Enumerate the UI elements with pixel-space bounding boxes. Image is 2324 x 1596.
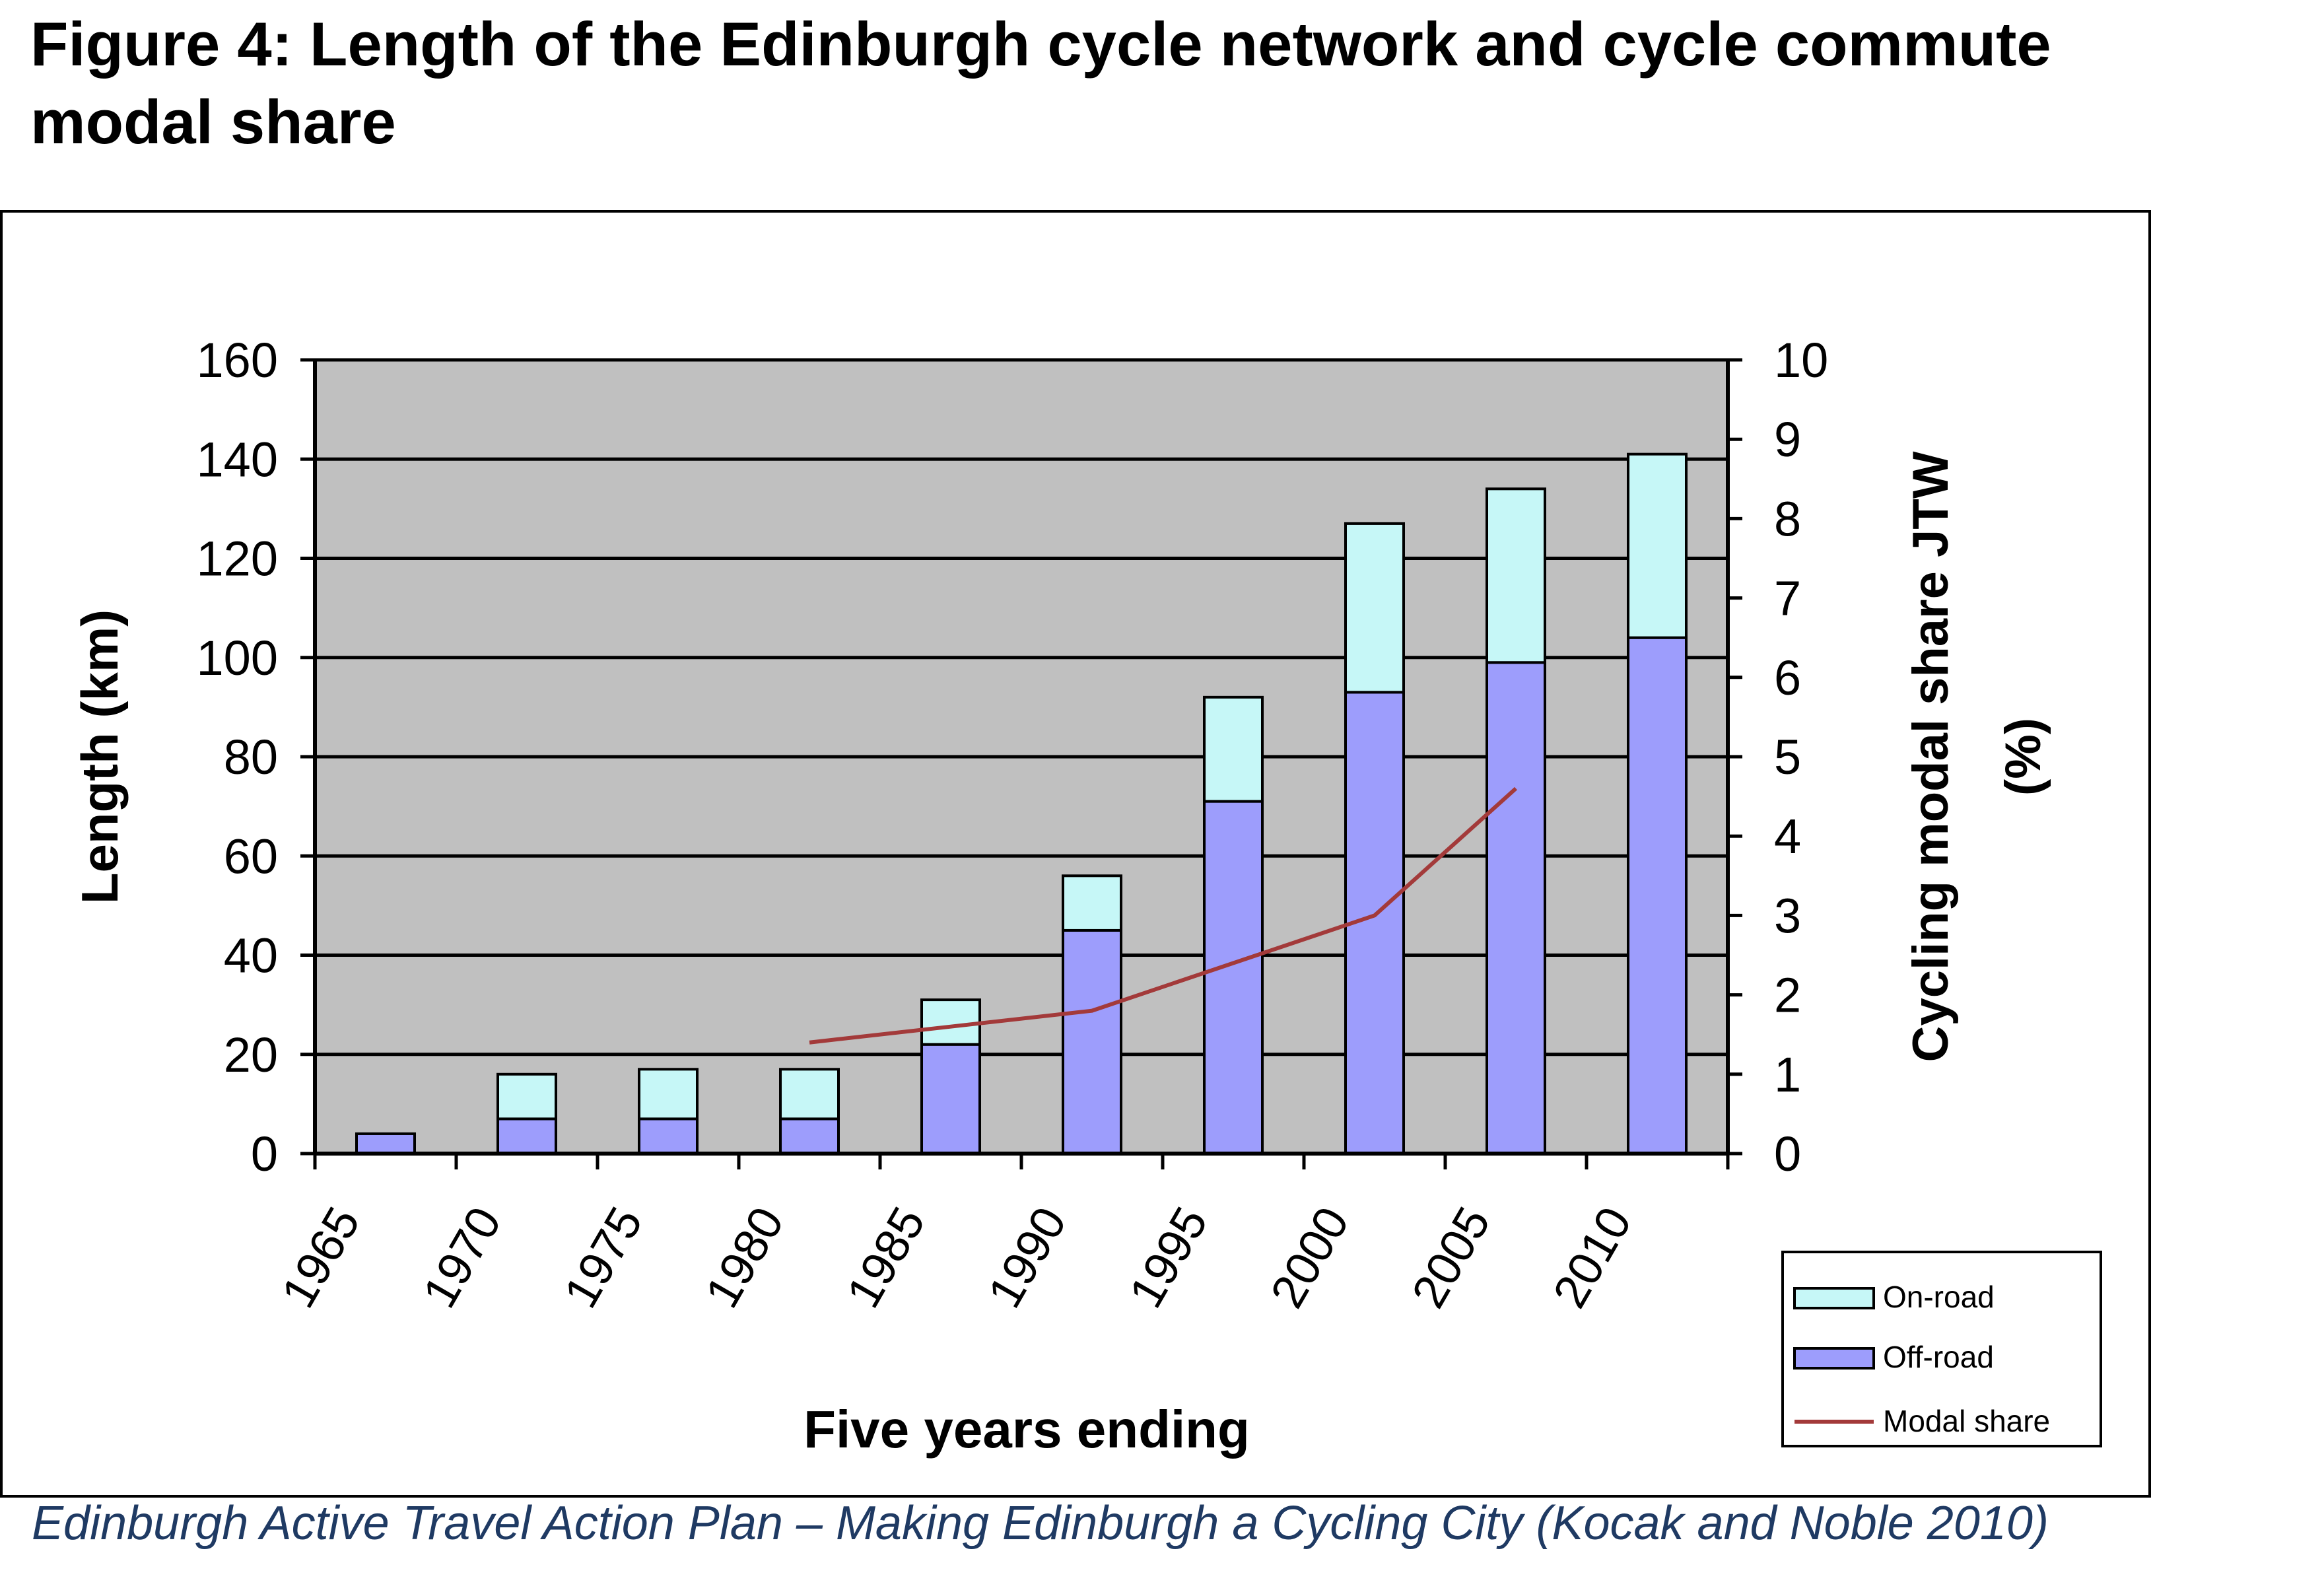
left-tick-label: 0 — [251, 1127, 278, 1181]
x-tick-label: 2000 — [1260, 1198, 1359, 1317]
bar-off-road-1995 — [1203, 800, 1264, 1155]
right-tick-label: 1 — [1774, 1047, 1801, 1102]
legend-label-on-road: On-road — [1883, 1280, 1995, 1314]
legend: On-road Off-road Modal share — [1781, 1251, 2102, 1447]
x-axis-label: Five years ending — [803, 1400, 1250, 1459]
bar-off-road-2010 — [1627, 636, 1688, 1155]
left-tick-label: 160 — [197, 333, 278, 388]
y-axis-label: Length (km) — [71, 609, 129, 904]
bars — [355, 452, 1688, 1155]
bar-on-road-1970 — [496, 1072, 557, 1121]
right-tick-label: 8 — [1774, 491, 1801, 546]
right-axis-ticks: 0 1 2 3 4 5 6 7 8 9 10 — [1728, 333, 1828, 1181]
bar-on-road-1990 — [1062, 874, 1122, 932]
bar-off-road-2005 — [1486, 661, 1546, 1155]
bar-on-road-1995 — [1203, 695, 1264, 803]
left-axis-ticks: 0 20 40 60 80 100 120 140 160 — [197, 333, 315, 1181]
modal-share-line — [809, 786, 1518, 1045]
bar-on-road-2005 — [1486, 487, 1546, 664]
left-tick-label: 80 — [224, 730, 278, 784]
right-tick-label: 0 — [1774, 1127, 1801, 1181]
bar-off-road-1975 — [638, 1117, 699, 1155]
x-tick-label: 2010 — [1543, 1198, 1641, 1317]
left-tick-label: 60 — [224, 829, 278, 884]
right-tick-label: 7 — [1774, 571, 1801, 626]
x-tick-label: 1985 — [837, 1198, 935, 1317]
bar-on-road-1975 — [638, 1068, 699, 1121]
right-tick-label: 3 — [1774, 888, 1801, 943]
legend-label-off-road: Off-road — [1883, 1340, 1994, 1374]
x-tick-label: 1980 — [695, 1198, 794, 1317]
modal-share-line-group — [809, 786, 1518, 1045]
left-tick-label: 120 — [197, 532, 278, 586]
bar-off-road-1970 — [496, 1117, 557, 1155]
figure-title: Figure 4: Length of the Edinburgh cycle … — [30, 9, 2051, 156]
right-tick-label: 4 — [1774, 809, 1801, 864]
bar-on-road-2010 — [1627, 452, 1688, 639]
x-tick-label: 1965 — [271, 1198, 370, 1317]
x-tick-label: 1970 — [413, 1198, 511, 1317]
left-tick-label: 20 — [224, 1027, 278, 1082]
bar-off-road-1985 — [920, 1043, 981, 1155]
bar-on-road-1980 — [779, 1068, 840, 1121]
bar-off-road-1965 — [355, 1132, 416, 1155]
y2-axis-label-line1: Cycling modal share JTW — [1903, 451, 1959, 1062]
y2-axis-label-line2: (%) — [1995, 718, 2051, 796]
x-tick-label: 1990 — [978, 1198, 1076, 1317]
left-tick-label: 40 — [224, 928, 278, 983]
legend-swatch-on-road — [1793, 1287, 1875, 1309]
right-tick-label: 5 — [1774, 730, 1801, 784]
bar-on-road-1985 — [920, 998, 981, 1046]
bar-on-road-2000 — [1344, 522, 1405, 694]
source-caption: Edinburgh Active Travel Action Plan – Ma… — [32, 1497, 2049, 1550]
right-tick-label: 2 — [1774, 968, 1801, 1023]
right-tick-label: 6 — [1774, 650, 1801, 705]
left-tick-label: 140 — [197, 432, 278, 487]
left-tick-label: 100 — [197, 631, 278, 685]
x-tick-label: 1975 — [554, 1198, 652, 1317]
bar-off-road-1990 — [1062, 928, 1122, 1155]
right-tick-label: 9 — [1774, 412, 1801, 467]
x-tick-label: 1995 — [1119, 1198, 1217, 1317]
right-tick-label: 10 — [1774, 333, 1828, 388]
x-axis-ticks: 1965 1970 1975 1980 1985 1990 1995 2000 2005 2010 — [271, 1154, 1730, 1317]
legend-label-modal-share: Modal share — [1883, 1404, 2050, 1438]
bar-off-road-1980 — [779, 1117, 840, 1155]
x-tick-label: 2005 — [1402, 1198, 1500, 1317]
legend-swatch-off-road — [1793, 1347, 1875, 1370]
